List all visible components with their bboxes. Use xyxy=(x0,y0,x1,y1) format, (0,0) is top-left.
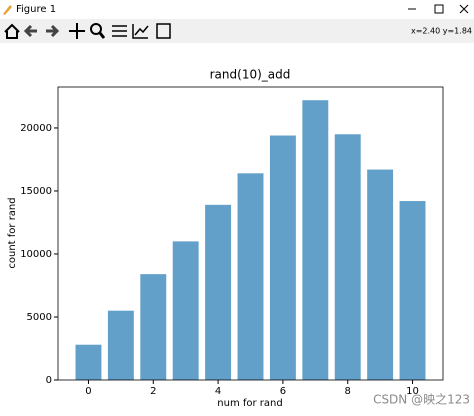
window-title: Figure 1 xyxy=(16,4,56,15)
bar xyxy=(75,344,102,380)
bar xyxy=(107,310,134,380)
subplots-button[interactable] xyxy=(112,25,127,37)
x-tick-label: 0 xyxy=(85,386,91,397)
chart: rand(10)_add num for rand count for rand… xyxy=(7,68,444,409)
bar xyxy=(334,134,361,380)
bar xyxy=(140,274,167,380)
x-tick-label: 8 xyxy=(345,386,351,397)
bar xyxy=(172,241,199,380)
pan-button[interactable] xyxy=(69,23,85,39)
title-bar xyxy=(0,0,474,19)
x-tick-label: 6 xyxy=(280,386,286,397)
app-icon xyxy=(3,5,12,15)
x-tick-label: 2 xyxy=(150,386,156,397)
plot-frame xyxy=(57,86,444,381)
bar xyxy=(269,135,296,380)
back-button[interactable] xyxy=(23,24,37,38)
y-axis-label: count for rand xyxy=(7,197,18,268)
x-axis-label: num for rand xyxy=(217,398,282,409)
y-tick-label: 20000 xyxy=(20,123,52,134)
chart-title: rand(10)_add xyxy=(210,68,291,82)
x-tick-label: 4 xyxy=(215,386,221,397)
edit-axes-button[interactable] xyxy=(132,24,149,39)
y-tick-label: 5000 xyxy=(27,312,52,323)
home-button[interactable] xyxy=(4,23,20,39)
bar xyxy=(367,169,394,380)
bar xyxy=(302,100,329,380)
y-tick-label: 0 xyxy=(46,375,52,386)
watermark: CSDN @映之123 xyxy=(373,393,470,407)
bar xyxy=(237,173,264,380)
bar xyxy=(399,201,426,380)
zoom-button[interactable] xyxy=(90,23,106,39)
close-button[interactable] xyxy=(459,4,469,14)
y-tick-label: 15000 xyxy=(20,186,52,197)
maximize-button[interactable] xyxy=(434,4,444,14)
forward-button[interactable] xyxy=(46,24,60,38)
cursor-status: x=2.40 y=1.84 xyxy=(411,27,472,36)
save-button[interactable] xyxy=(156,23,171,39)
bar xyxy=(205,204,232,380)
x-tick-label: 10 xyxy=(406,386,419,397)
y-tick-label: 10000 xyxy=(20,249,52,260)
